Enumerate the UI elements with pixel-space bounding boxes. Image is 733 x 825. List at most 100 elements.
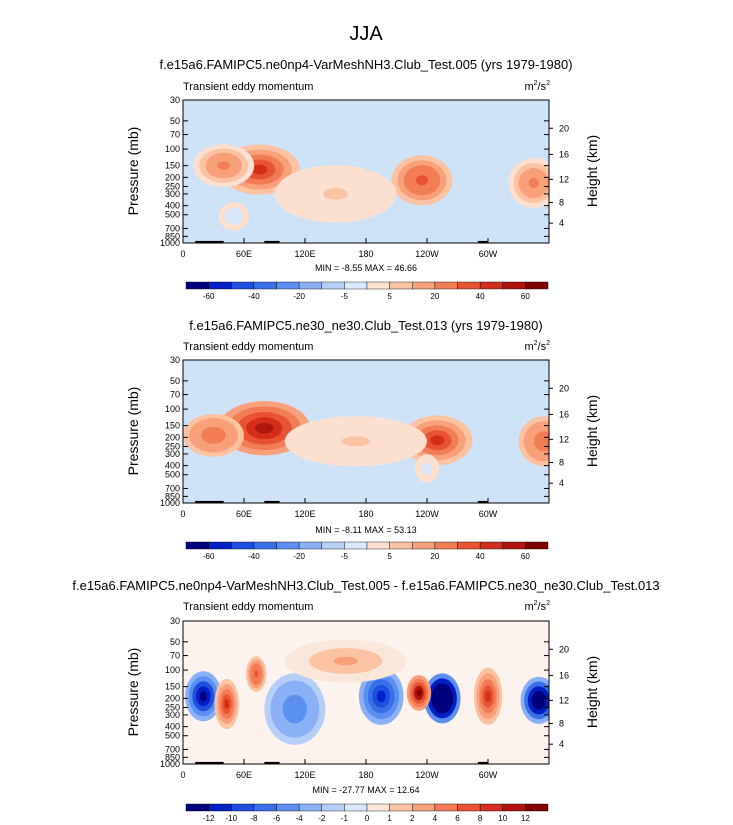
- y-tick-label: 30: [170, 355, 180, 365]
- y-tick-label: 250: [165, 181, 180, 191]
- contour-jet-asia-4: [255, 422, 274, 434]
- y-tick-label: 150: [165, 421, 180, 431]
- x-tick-label: 120W: [415, 249, 439, 259]
- contour-pos-east-pac-4: [485, 690, 491, 702]
- colorbar-swatch: [389, 281, 413, 290]
- variable-label: Transient eddy momentum: [183, 601, 313, 613]
- colorbar-label: -12: [203, 814, 215, 823]
- colorbar-swatch: [185, 541, 209, 550]
- y-tick-label: 1000: [160, 238, 180, 248]
- colorbar-label: -60: [203, 552, 215, 561]
- contour-jet-atlantic-4: [528, 178, 539, 189]
- min-max-stats: MIN = -8.11 MAX = 53.13: [315, 525, 416, 535]
- colorbar-swatch: [412, 803, 436, 812]
- colorbar-swatch: [321, 541, 345, 550]
- y-axis-right-label: Height (km): [584, 135, 600, 207]
- height-axis: 4 8 12 16 20: [549, 383, 569, 488]
- height-tick-label: 20: [559, 644, 569, 654]
- y-tick-label: 200: [165, 693, 180, 703]
- colorbar-label: 0: [365, 814, 370, 823]
- y-tick-label: 250: [165, 441, 180, 451]
- terrain-1: [264, 500, 280, 503]
- height-tick-label: 16: [559, 409, 569, 419]
- colorbar-swatch: [276, 803, 300, 812]
- colorbar-swatch: [208, 541, 232, 550]
- contour-min-area-4: [424, 465, 430, 472]
- y-tick-label: 850: [165, 752, 180, 762]
- colorbar-swatch: [208, 803, 232, 812]
- colorbar-label: 10: [498, 814, 507, 823]
- colorbar-swatch: [344, 281, 368, 290]
- colorbar-label: 60: [521, 292, 530, 301]
- colorbar-label: 40: [476, 552, 485, 561]
- height-tick-label: 8: [559, 197, 564, 207]
- colorbar-label: -4: [296, 814, 304, 823]
- contour-neg-dateline-4: [376, 690, 386, 702]
- colorbar-swatch: [457, 803, 481, 812]
- colorbar-label: -5: [341, 552, 349, 561]
- contour-neg-mid-4: [288, 701, 301, 717]
- height-axis: 4 8 12 16 20: [549, 644, 569, 749]
- min-max-stats: MIN = -8.55 MAX = 46.66: [315, 263, 417, 273]
- y-tick-label: 30: [170, 95, 180, 105]
- panel-model-ne30: f.e15a6.FAMIPC5.ne30_ne30.Club_Test.013 …: [125, 318, 600, 561]
- y-axis-label: Pressure (mb): [125, 127, 141, 216]
- colorbar-label: -10: [225, 814, 237, 823]
- colorbar-label: 40: [476, 292, 485, 301]
- terrain-2: [477, 500, 488, 503]
- colorbar-swatch: [185, 803, 209, 812]
- terrain-mask: [195, 500, 488, 503]
- colorbar-swatch: [298, 541, 322, 550]
- colorbar-swatch: [389, 803, 413, 812]
- height-tick-label: 4: [559, 739, 564, 749]
- contour-jet-asia-west-4: [217, 161, 230, 170]
- y-tick-label: 50: [170, 116, 180, 126]
- contour-min-area-4: [230, 213, 237, 220]
- colorbar-swatch: [502, 541, 526, 550]
- longitude-axis: 0 60E 120E 180 120W 60W: [180, 238, 498, 259]
- colorbar-label: 20: [430, 552, 439, 561]
- colorbar-label: 4: [433, 814, 438, 823]
- colorbar-swatch: [231, 803, 255, 812]
- panel-title: f.e15a6.FAMIPC5.ne30_ne30.Club_Test.013 …: [189, 318, 542, 333]
- colorbar-swatch: [434, 281, 458, 290]
- terrain-2: [477, 240, 488, 243]
- longitude-axis: 0 60E 120E 180 120W 60W: [180, 759, 498, 780]
- contour-jet-asia-4: [251, 164, 268, 175]
- x-tick-label: 0: [180, 770, 185, 780]
- panel-title: f.e15a6.FAMIPC5.ne0np4-VarMeshNH3.Club_T…: [72, 578, 659, 593]
- y-tick-label: 1000: [160, 498, 180, 508]
- panel-difference: f.e15a6.FAMIPC5.ne0np4-VarMeshNH3.Club_T…: [72, 578, 659, 823]
- y-tick-label: 700: [165, 744, 180, 754]
- y-tick-label: 70: [170, 651, 180, 661]
- colorbar-swatch: [525, 803, 549, 812]
- x-tick-label: 60E: [236, 249, 252, 259]
- colorbar-swatch: [366, 281, 390, 290]
- terrain-1: [264, 761, 280, 764]
- height-tick-label: 20: [559, 383, 569, 393]
- colorbar-swatch: [231, 541, 255, 550]
- x-tick-label: 60E: [236, 770, 252, 780]
- y-axis-label: Pressure (mb): [125, 648, 141, 737]
- colorbar-swatch: [457, 281, 481, 290]
- terrain-mask: [195, 240, 488, 243]
- colorbar-swatch: [434, 803, 458, 812]
- colorbar-swatch: [321, 803, 345, 812]
- x-tick-label: 180: [358, 509, 373, 519]
- height-tick-label: 12: [559, 434, 569, 444]
- x-tick-label: 120W: [415, 770, 439, 780]
- y-tick-label: 300: [165, 449, 180, 459]
- x-tick-label: 120E: [294, 770, 315, 780]
- colorbar-swatch: [366, 803, 390, 812]
- height-tick-label: 16: [559, 149, 569, 159]
- y-tick-label: 100: [165, 404, 180, 414]
- y-tick-label: 1000: [160, 759, 180, 769]
- contour-pos-pacific-4: [416, 689, 422, 697]
- contour-jet-atlantic-4: [538, 436, 549, 447]
- y-tick-label: 500: [165, 470, 180, 480]
- y-tick-label: 400: [165, 722, 180, 732]
- height-tick-label: 8: [559, 718, 564, 728]
- y-tick-label: 150: [165, 682, 180, 692]
- colorbar-swatch: [276, 541, 300, 550]
